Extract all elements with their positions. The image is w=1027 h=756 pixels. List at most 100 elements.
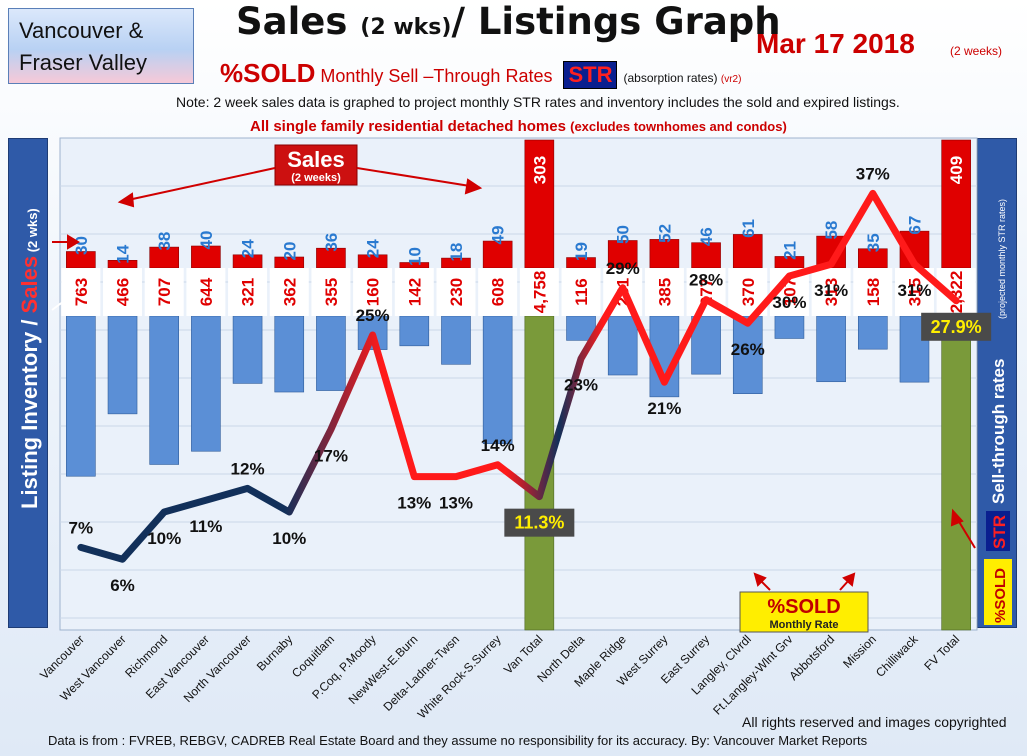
category-label: Delta-Ladner-Twsn [381, 632, 463, 714]
sales-label: 50 [614, 225, 633, 244]
sales-label: 21 [780, 241, 799, 260]
inventory-bar [774, 315, 805, 339]
inventory-label-bg [144, 268, 184, 316]
str-line-layer: 7% 6% 10% 11% 12% 10% 17% 25% 13% 13% 14% 11.3% 23% 2… [69, 164, 992, 595]
sales-arrow-left-head [117, 192, 135, 208]
sales-label: 24 [239, 239, 258, 258]
inventory-label: 230 [447, 278, 466, 306]
sales-label: 19 [572, 242, 591, 261]
inventory-bar [399, 315, 430, 347]
str-label: 31% [814, 281, 848, 300]
str-point [411, 473, 418, 480]
inventory-label: 142 [405, 278, 424, 306]
str-total-bg [504, 508, 575, 537]
str-label: 28% [689, 271, 723, 290]
sales-label: 20 [280, 242, 299, 261]
str-point [744, 320, 751, 327]
inventory-bar [441, 315, 471, 365]
sales-bar [649, 239, 680, 269]
inventory-label: 608 [489, 278, 508, 306]
str-label: 12% [231, 459, 265, 478]
footer-rights: All rights reserved and images copyright… [742, 714, 1007, 730]
str-line [77, 189, 960, 563]
sold-arrow-left-head [753, 572, 767, 587]
inventory-label: 362 [280, 278, 299, 306]
str-arrow [957, 519, 976, 549]
sold-arrow-right-head [842, 572, 856, 587]
sales-bar [691, 242, 721, 269]
absorption-label: (absorption rates) (vr2) [623, 71, 741, 85]
inventory-label: 355 [322, 278, 341, 306]
inventory-label: 160 [364, 278, 383, 306]
left-inventory-arrow-head [61, 291, 77, 306]
sales-label: 303 [530, 156, 549, 184]
left-axis-label-panel: Listing Inventory / Sales (2 wks) [8, 138, 48, 628]
str-label: 29% [606, 259, 640, 278]
inventory-label: 370 [739, 278, 758, 306]
inventory-label: 116 [572, 278, 591, 305]
sales-bar [607, 240, 638, 269]
inventory-label: 763 [72, 278, 91, 306]
inventory-bar [607, 315, 638, 376]
str-point [911, 261, 918, 268]
str-label: 25% [356, 306, 390, 325]
right-sold-badge: %SOLD [992, 568, 1009, 623]
str-point [119, 556, 126, 563]
date-period-label: (2 weeks) [950, 44, 1003, 58]
inventory-label: 158 [864, 278, 883, 306]
bars-layer [61, 139, 976, 631]
sold-box-title: %SOLD [767, 596, 840, 618]
str-label: 17% [314, 446, 348, 465]
left-label-c: (2 wks) [25, 208, 40, 256]
str-label: 10% [272, 529, 306, 548]
subnote-small: (excludes townhomes and condos) [570, 119, 787, 134]
category-label: Ft.Langley-Wlnt Grv [710, 632, 795, 717]
version-label: (vr2) [720, 74, 742, 85]
sales-label: 35 [864, 233, 883, 252]
subnote: All single family residential detached h… [250, 118, 787, 135]
sales-label: 52 [655, 224, 674, 243]
inventory-label: 385 [655, 278, 674, 306]
sales-label: 46 [697, 227, 716, 246]
inventory-bar [149, 315, 180, 465]
left-label-b: Sales [17, 256, 42, 314]
category-label: Burnaby [254, 632, 296, 674]
str-label: 13% [439, 494, 473, 513]
inventory-label-bg [644, 268, 684, 316]
sold-box-bg [739, 591, 869, 633]
inventory-bar [232, 315, 263, 384]
sales-label: 18 [447, 243, 466, 262]
sales-bar [732, 234, 763, 269]
str-point [77, 544, 84, 551]
str-label: 7% [69, 518, 94, 537]
sales-label: 61 [739, 219, 758, 238]
sales-label: 409 [947, 156, 966, 184]
inventory-bar [316, 315, 346, 391]
region-box: Vancouver & Fraser Valley [8, 8, 194, 84]
left-label-a: Listing Inventory / [17, 313, 42, 509]
str-label: 26% [731, 340, 765, 359]
inventory-label-bg [394, 268, 434, 316]
inventory-bar [816, 315, 846, 383]
inventory-label: 644 [197, 277, 216, 306]
sales-label: 67 [905, 216, 924, 235]
right-sold-badge-bg [984, 559, 1012, 625]
str-label: 13% [397, 494, 431, 513]
str-point [953, 297, 960, 304]
str-point [619, 284, 626, 291]
right-axis-label-svg: Sell-through rates (projected monthly ST… [984, 199, 1012, 625]
subtitle-pct-sold: %SOLD [220, 58, 316, 88]
inventory-label-bg [478, 268, 518, 316]
str-point [327, 426, 334, 433]
right-str-badge: STR [990, 515, 1009, 549]
sales-bar [524, 139, 555, 269]
right-str-badge-bg [986, 511, 1010, 551]
sales-tag-sub: (2 weeks) [291, 172, 341, 184]
right-axis-label: Sell-through rates [989, 359, 1008, 504]
str-point [202, 497, 209, 504]
str-label: 31% [897, 281, 931, 300]
left-axis-label-svg: Listing Inventory / Sales (2 wks) [17, 208, 42, 509]
str-label: 23% [564, 376, 598, 395]
inventory-label-bg [269, 268, 309, 316]
